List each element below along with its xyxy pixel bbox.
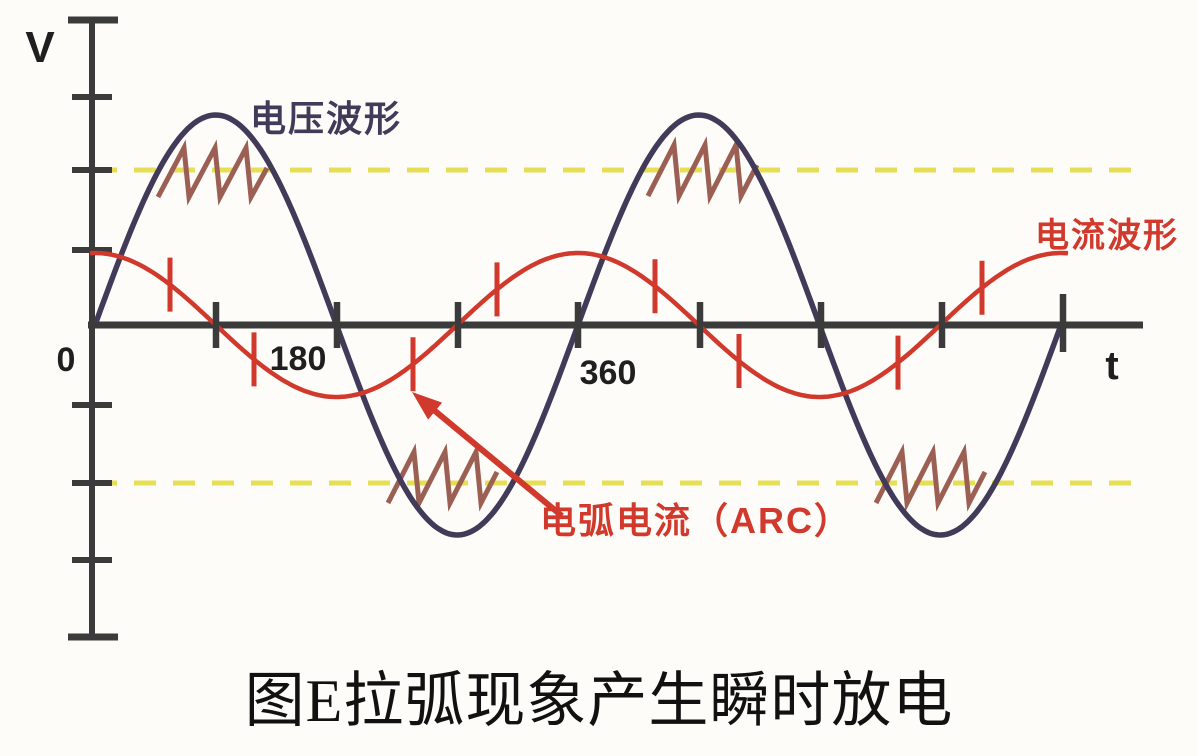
sawtooth-burst [155,139,270,206]
x-tick-label-360: 360 [580,354,637,392]
sawtooth-burst [645,136,760,205]
arc-annotation-arrow [412,392,564,519]
current-wave-label: 电流波形 [1035,217,1179,255]
v-axis-label: V [25,23,55,72]
origin-label: 0 [57,341,76,379]
x-axis-ticks [212,294,1067,352]
voltage-wave-label: 电压波形 [250,98,402,139]
y-axis [68,16,118,641]
arc-current-bursts [155,136,988,512]
arrow-shaft [425,402,564,519]
figure-caption: 图E拉弧现象产生瞬时放电 [244,668,954,734]
x-tick-label-180: 180 [270,340,327,378]
waveform-chart: V 0 180 360 t 电压波形 电流波形 电弧电流（ARC） [25,16,1179,641]
sawtooth-burst [385,443,500,512]
sawtooth-burst [873,443,988,512]
arrow-head [412,392,443,420]
t-axis-label: t [1105,344,1118,388]
arc-current-label: 电弧电流（ARC） [540,500,852,541]
current-tick-marks [167,257,985,392]
